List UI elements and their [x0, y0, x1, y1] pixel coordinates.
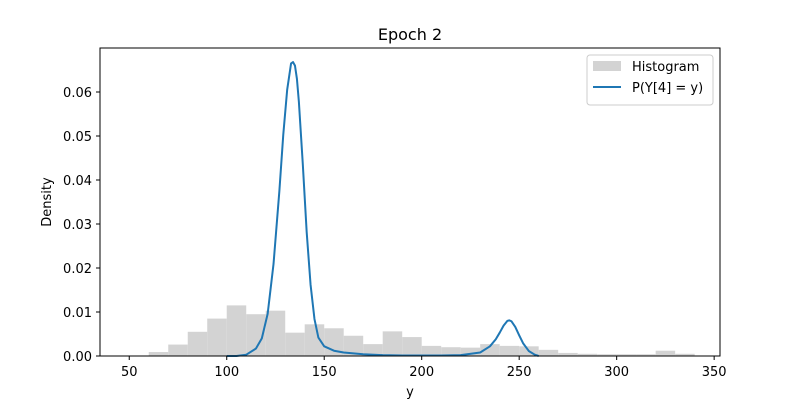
legend-label-curve: P(Y[4] = y): [632, 81, 703, 96]
histogram-bar-23: [597, 354, 617, 356]
histogram-bar-16: [460, 347, 481, 356]
plot-frame: [99, 47, 721, 357]
histogram-bar-10: [343, 335, 364, 356]
histogram-bar-27: [675, 353, 695, 356]
histogram-bar-26: [655, 350, 676, 356]
x-tick-label: 150: [312, 365, 337, 380]
x-tick-label: 100: [214, 365, 239, 380]
y-tick-label: 0.02: [63, 262, 92, 277]
histogram-bar-17: [480, 344, 500, 356]
histogram-bar-0: [148, 352, 169, 356]
histogram-bar-13: [402, 337, 422, 356]
x-tick-label: 250: [507, 365, 532, 380]
y-tick-label: 0.06: [63, 86, 92, 101]
histogram-bar-20: [538, 349, 559, 356]
x-axis-label: y: [406, 385, 414, 400]
histogram-bar-12: [382, 331, 403, 356]
x-tick-label: 350: [702, 365, 727, 380]
density-curve: [226, 61, 540, 357]
x-tick-label: 300: [604, 365, 629, 380]
histogram-bar-4: [226, 305, 247, 356]
histogram-bar-15: [441, 347, 461, 356]
y-axis-label: Density: [40, 177, 55, 227]
histogram-bar-11: [363, 344, 383, 356]
y-tick-label: 0.01: [63, 306, 92, 321]
x-tick-label: 50: [121, 365, 138, 380]
chart-title: Epoch 2: [378, 25, 442, 44]
x-axis: 50 100 150 200 250 300 350: [121, 356, 727, 380]
legend: Histogram P(Y[4] = y): [586, 54, 714, 106]
histogram-bar-5: [246, 314, 266, 356]
histogram-bar-6: [265, 310, 286, 356]
y-axis: 0.00 0.01 0.02 0.03 0.04 0.05 0.06: [63, 86, 100, 365]
y-tick-label: 0.05: [63, 130, 92, 145]
x-tick-label: 200: [409, 365, 434, 380]
legend-swatch-histogram: [593, 61, 621, 71]
histogram-bar-24: [616, 354, 637, 356]
series-line-0: [226, 61, 540, 357]
histogram-bar-14: [421, 345, 442, 356]
histogram-bar-7: [285, 332, 305, 356]
legend-label-histogram: Histogram: [632, 60, 699, 75]
y-tick-label: 0.00: [63, 350, 92, 365]
histogram-bar-2: [187, 331, 208, 356]
histogram-bar-18: [499, 345, 520, 356]
histogram-bar-8: [304, 324, 325, 356]
histogram-bars: [148, 305, 695, 356]
histogram-bar-3: [207, 318, 227, 356]
histogram-bar-25: [636, 354, 656, 356]
y-tick-label: 0.04: [63, 174, 92, 189]
histogram-bar-21: [558, 352, 578, 356]
y-tick-label: 0.03: [63, 218, 92, 233]
histogram-bar-22: [577, 353, 598, 356]
histogram-bar-1: [168, 344, 188, 356]
